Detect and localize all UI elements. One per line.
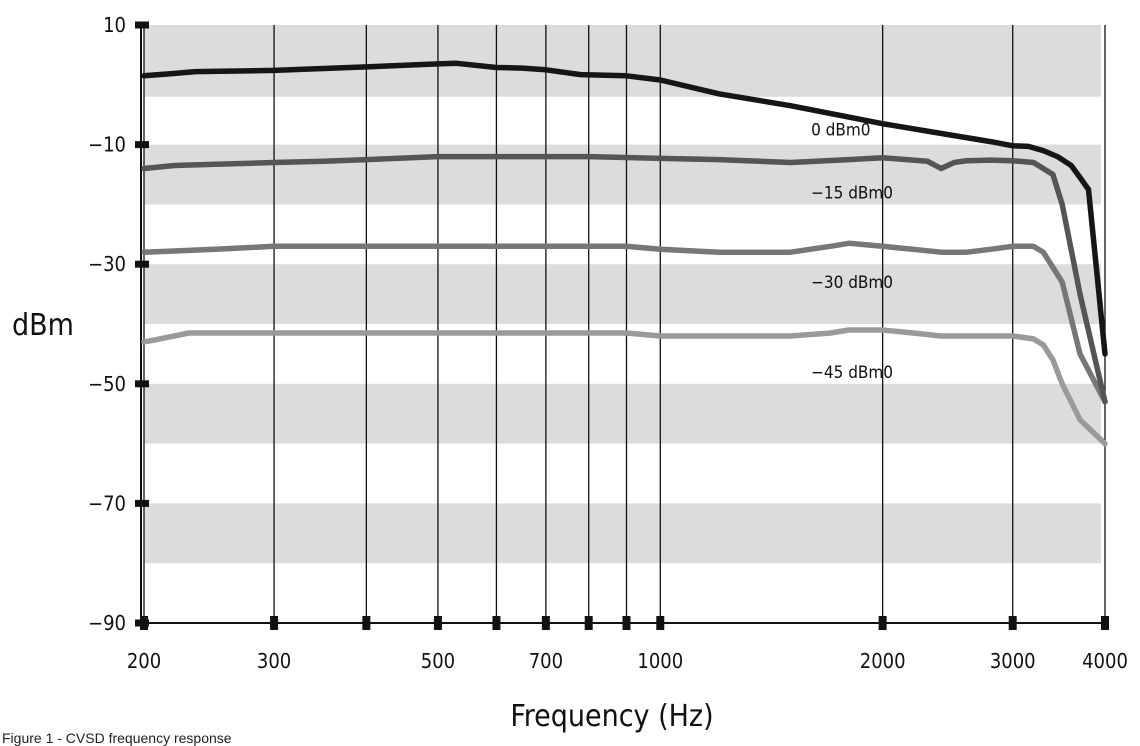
y-tick-mark	[135, 499, 149, 507]
background-band	[144, 264, 1101, 324]
y-tick-label: −70	[88, 491, 126, 515]
y-tick-mark	[135, 260, 149, 268]
background-bands	[144, 25, 1101, 564]
series-label: −30 dBm0	[811, 273, 893, 293]
series-label: 0 dBm0	[811, 121, 870, 141]
y-tick-label: −30	[88, 252, 126, 276]
figure-caption: Figure 1 - CVSD frequency response	[2, 730, 232, 746]
x-tick-label: 4000	[1082, 649, 1128, 673]
x-tick-label: 3000	[990, 649, 1036, 673]
data-series	[141, 60, 1108, 447]
x-tick-label: 700	[529, 649, 563, 673]
y-tick-mark	[135, 619, 149, 627]
x-tick-label: 500	[421, 649, 455, 673]
series-line	[141, 153, 1108, 405]
y-tick-label: −90	[88, 611, 126, 635]
series-line	[141, 60, 1108, 357]
series-line	[141, 327, 1108, 447]
background-band	[144, 383, 1101, 444]
y-axis-title: dBm	[12, 308, 74, 343]
vertical-gridlines	[143, 25, 1106, 623]
y-tick-label: 10	[103, 13, 126, 37]
axes	[135, 21, 1109, 630]
background-band	[144, 503, 1101, 564]
series-line	[141, 240, 1108, 405]
x-tick-label: 2000	[860, 649, 906, 673]
background-band	[144, 144, 1101, 205]
y-tick-mark	[135, 141, 149, 149]
y-tick-label: −50	[88, 372, 126, 396]
x-tick-label: 1000	[637, 649, 683, 673]
x-tick-label: 300	[257, 649, 291, 673]
series-label: −45 dBm0	[811, 363, 893, 383]
background-band	[144, 25, 1101, 97]
x-axis-title: Frequency (Hz)	[510, 699, 713, 734]
x-tick-label: 200	[127, 649, 161, 673]
series-label: −15 dBm0	[811, 183, 893, 203]
y-tick-label: −10	[88, 133, 126, 157]
y-tick-mark	[135, 21, 149, 29]
series-annotations: 0 dBm0 −15 dBm0 −30 dBm0 −45 dBm0	[811, 121, 893, 383]
y-tick-mark	[135, 380, 149, 388]
